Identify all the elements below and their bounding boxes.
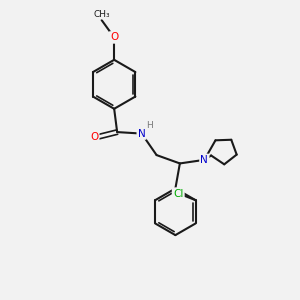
Text: Cl: Cl xyxy=(173,189,183,199)
Text: O: O xyxy=(90,133,98,142)
Text: N: N xyxy=(138,129,146,139)
Text: N: N xyxy=(200,155,208,165)
Text: H: H xyxy=(146,121,152,130)
Text: O: O xyxy=(110,32,118,42)
Text: CH₃: CH₃ xyxy=(93,10,110,19)
